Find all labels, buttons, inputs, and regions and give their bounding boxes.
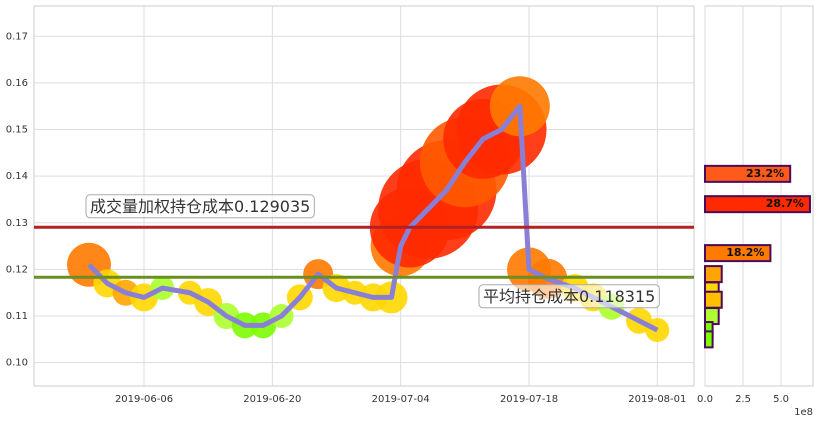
- x-tick-label: 2019-07-04: [372, 394, 430, 405]
- bar-label: 18.2%: [726, 246, 764, 259]
- x-tick-label: 2019-08-01: [628, 394, 686, 405]
- y-tick-label: 0.15: [6, 125, 28, 136]
- bar: [704, 265, 723, 284]
- bar-label: 23.2%: [746, 167, 784, 180]
- x-tick-label: 2019-06-20: [243, 394, 301, 405]
- x-tick-label: 2.5: [735, 394, 751, 405]
- x-tick-label: 5.0: [773, 394, 789, 405]
- cost-label: 成交量加权持仓成本0.129035: [90, 197, 310, 216]
- x-tick-label: 0.0: [697, 394, 713, 405]
- offset-label: 1e8: [794, 407, 813, 418]
- label-box: [478, 284, 660, 309]
- label-box: [85, 194, 315, 219]
- y-tick-label: 0.12: [6, 264, 28, 275]
- y-tick-label: 0.11: [6, 311, 28, 322]
- bar: [704, 290, 723, 309]
- cost-label: 平均持仓成本0.118315: [483, 287, 655, 306]
- y-tick-label: 0.13: [6, 218, 28, 229]
- x-tick-label: 2019-07-18: [500, 394, 558, 405]
- bar: [704, 195, 811, 214]
- y-tick-label: 0.14: [6, 171, 28, 182]
- bar: [704, 244, 772, 263]
- y-tick-label: 0.10: [6, 358, 28, 369]
- bar: [704, 330, 714, 349]
- y-tick-label: 0.16: [6, 78, 28, 89]
- bar-label: 28.7%: [766, 197, 804, 210]
- y-tick-label: 0.17: [6, 31, 28, 42]
- bar: [704, 164, 792, 183]
- x-tick-label: 2019-06-06: [115, 394, 173, 405]
